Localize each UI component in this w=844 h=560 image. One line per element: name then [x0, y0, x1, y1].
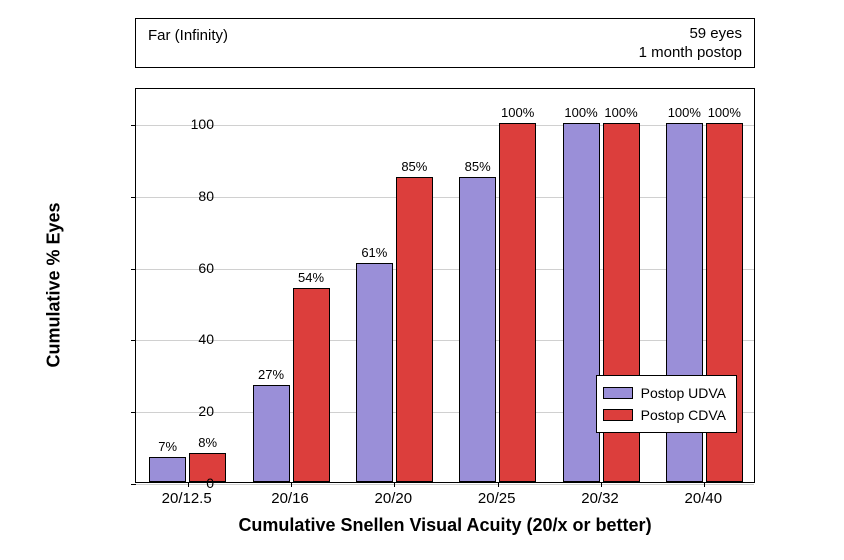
legend-label: Postop CDVA	[641, 407, 726, 423]
gridline	[136, 484, 754, 485]
y-tick-mark	[131, 269, 136, 270]
x-axis-label: Cumulative Snellen Visual Acuity (20/x o…	[238, 515, 651, 536]
bar	[253, 385, 290, 482]
header-panel: Far (Infinity) 59 eyes 1 month postop	[135, 18, 755, 68]
header-line1: 59 eyes	[689, 25, 742, 42]
bar-value-label: 61%	[361, 245, 387, 260]
bar	[459, 177, 496, 482]
y-tick-label: 40	[184, 331, 214, 347]
gridline	[136, 125, 754, 126]
x-tick-label: 20/20	[375, 490, 413, 507]
bar	[149, 457, 186, 482]
legend-item: Postop UDVA	[603, 382, 726, 404]
header-left-text: Far (Infinity)	[148, 27, 228, 44]
bar	[499, 123, 536, 482]
x-tick-label: 20/40	[685, 490, 723, 507]
x-tick-mark	[498, 482, 499, 487]
y-tick-mark	[131, 197, 136, 198]
gridline	[136, 340, 754, 341]
bar-value-label: 100%	[708, 105, 741, 120]
x-tick-label: 20/16	[271, 490, 309, 507]
legend-swatch	[603, 387, 633, 399]
x-tick-label: 20/32	[581, 490, 619, 507]
header-right-text: 59 eyes 1 month postop	[639, 25, 742, 63]
x-tick-label: 20/12.5	[162, 490, 212, 507]
bar-value-label: 85%	[465, 159, 491, 174]
bar-value-label: 8%	[198, 435, 217, 450]
x-tick-mark	[394, 482, 395, 487]
y-tick-mark	[131, 340, 136, 341]
legend-label: Postop UDVA	[641, 385, 726, 401]
y-tick-mark	[131, 412, 136, 413]
bar	[563, 123, 600, 482]
bar-value-label: 7%	[158, 439, 177, 454]
x-tick-mark	[601, 482, 602, 487]
bar-value-label: 100%	[564, 105, 597, 120]
x-tick-label: 20/25	[478, 490, 516, 507]
y-tick-mark	[131, 125, 136, 126]
y-tick-label: 80	[184, 188, 214, 204]
legend-swatch	[603, 409, 633, 421]
y-axis-label: Cumulative % Eyes	[44, 202, 65, 367]
bar-value-label: 27%	[258, 367, 284, 382]
bar-value-label: 100%	[501, 105, 534, 120]
bar-value-label: 100%	[668, 105, 701, 120]
y-tick-mark	[131, 484, 136, 485]
y-tick-label: 100	[184, 116, 214, 132]
y-tick-label: 60	[184, 260, 214, 276]
y-tick-label: 0	[184, 475, 214, 491]
bar-value-label: 54%	[298, 270, 324, 285]
bar	[396, 177, 433, 482]
bar-value-label: 85%	[401, 159, 427, 174]
x-tick-mark	[291, 482, 292, 487]
gridline	[136, 269, 754, 270]
gridline	[136, 197, 754, 198]
bar-value-label: 100%	[604, 105, 637, 120]
y-tick-label: 20	[184, 403, 214, 419]
bar	[293, 288, 330, 482]
x-tick-mark	[704, 482, 705, 487]
header-line2: 1 month postop	[639, 44, 742, 61]
legend-item: Postop CDVA	[603, 404, 726, 426]
bar	[356, 263, 393, 482]
legend: Postop UDVA Postop CDVA	[596, 375, 737, 433]
